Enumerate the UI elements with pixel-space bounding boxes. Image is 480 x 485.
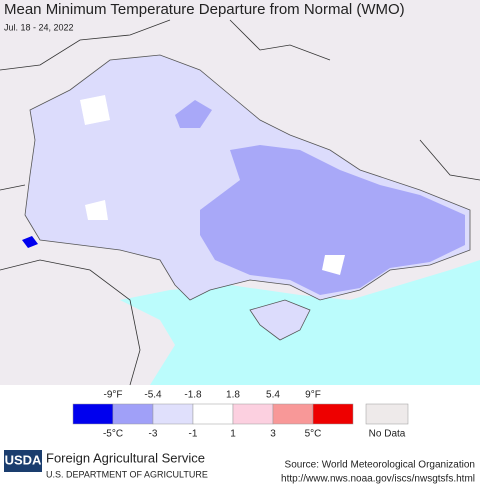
legend-label-f: -5.4 <box>144 390 162 401</box>
source-url: http://www.nws.noaa.gov/iscs/nwsgtsfs.ht… <box>281 474 475 485</box>
legend-swatch <box>272 403 314 425</box>
no-data-label: No Data <box>369 429 406 440</box>
cold-anomaly <box>175 100 212 128</box>
legend-label-f: 5.4 <box>266 390 280 401</box>
legend-label-c: -3 <box>149 429 158 440</box>
legend-swatch <box>152 403 194 425</box>
no-data-swatch <box>365 403 409 425</box>
legend-swatch <box>312 403 354 425</box>
legend-label-c: -5°C <box>103 429 123 440</box>
subtitle: Jul. 18 - 24, 2022 <box>4 22 74 32</box>
very-cold-spot <box>22 236 38 248</box>
peninsula <box>249 299 311 341</box>
legend-swatch <box>232 403 274 425</box>
legend-label-f: 9°F <box>305 390 321 401</box>
logo-box <box>4 450 42 472</box>
legend-label-f: -9°F <box>104 390 123 401</box>
legend-label-c: 3 <box>270 429 276 440</box>
legend-label-c: 5°C <box>305 429 322 440</box>
cold-anomaly <box>200 145 465 295</box>
legend-label-f: 1.8 <box>226 390 240 401</box>
border-line <box>0 19 480 386</box>
legend-label-c: -1 <box>189 429 198 440</box>
legend: -9°F -5.4 -1.8 1.8 5.4 9°F -5°C -3 -1 1 3 5°C No Dat… <box>72 390 409 440</box>
legend-label-c: 1 <box>230 429 236 440</box>
agency: Foreign Agricultural Service <box>46 450 205 465</box>
department: U.S. DEPARTMENT OF AGRICULTURE <box>46 469 208 479</box>
logo: USDA <box>5 452 42 467</box>
legend-swatch <box>112 403 154 425</box>
source: Source: World Meteorological Organizatio… <box>285 460 475 471</box>
title: Mean Minimum Temperature Departure from … <box>4 1 405 18</box>
neutral-area <box>80 95 345 275</box>
legend-swatch <box>192 403 234 425</box>
legend-swatch <box>72 403 114 425</box>
legend-label-f: -1.8 <box>184 390 202 401</box>
